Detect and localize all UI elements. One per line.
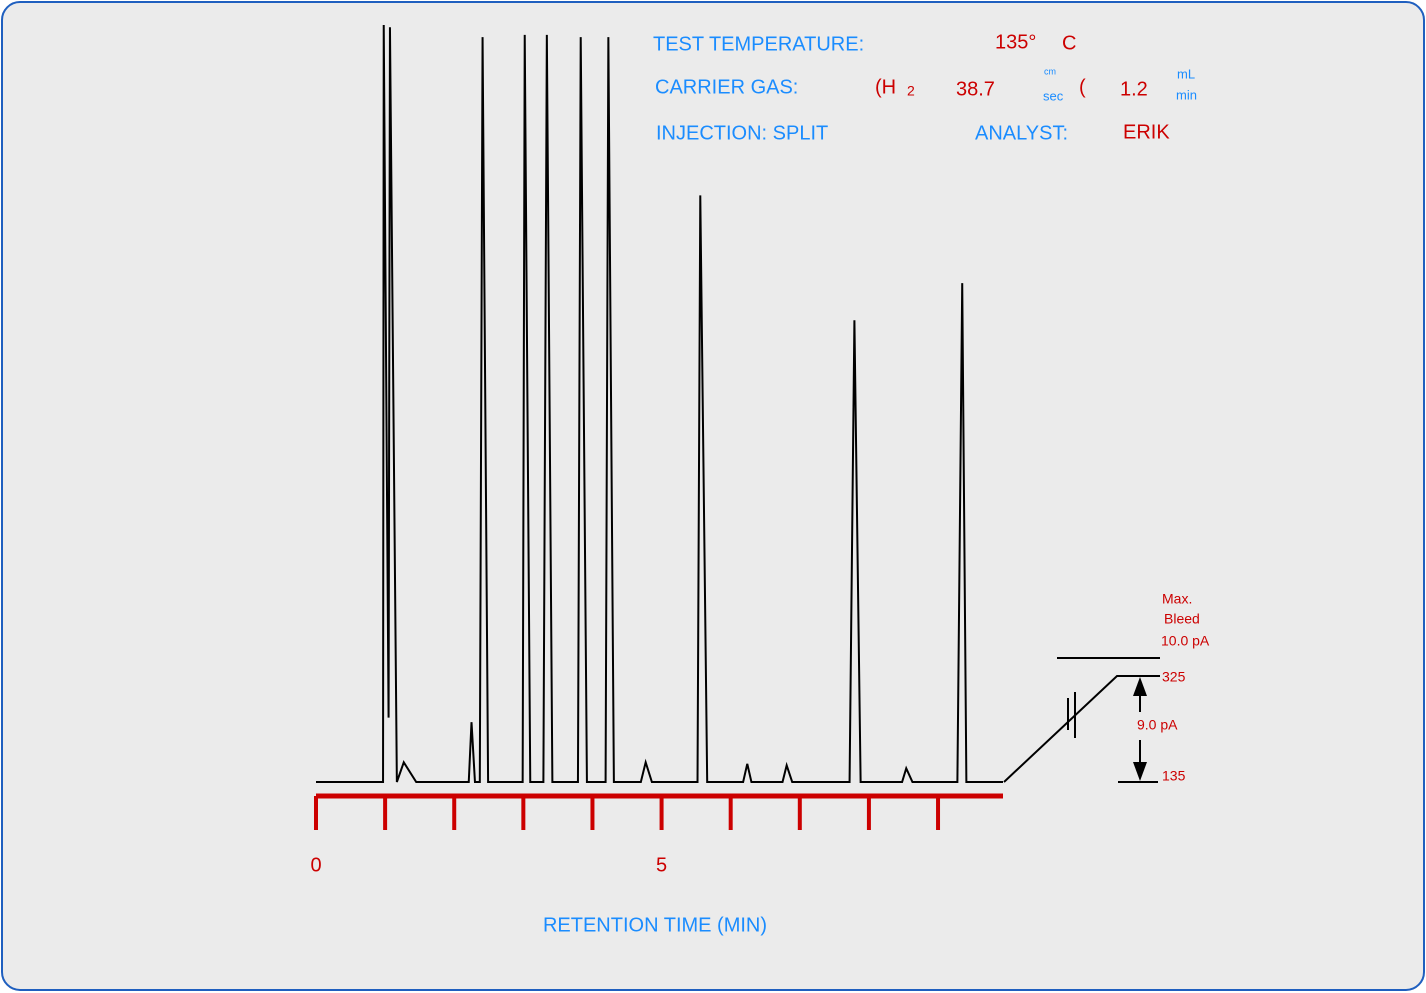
value: 2 [907,83,915,99]
ramp [1003,675,1160,783]
note: Bleed [1164,611,1200,627]
arrow-head [1133,762,1147,781]
x-tick-label: 5 [656,854,667,876]
label: ANALYST: [975,122,1068,144]
value: 1.2 [1120,78,1148,100]
unit: min [1176,87,1197,102]
x-axis-label: RETENTION TIME (MIN) [543,914,767,936]
unit: C [1062,32,1076,54]
arrow-head [1133,677,1147,696]
header: TEST TEMPERATURE: 135° C CARRIER GAS: (H… [653,31,1197,144]
unit: mL [1177,66,1195,81]
value: 38.7 [956,78,995,100]
value: (H [875,76,896,98]
note: 135 [1162,768,1186,784]
label: CARRIER GAS: [655,76,798,98]
note: 9.0 pA [1137,717,1178,733]
label: INJECTION: SPLIT [656,122,828,144]
value: 135° [995,31,1036,53]
unit: cm [1044,66,1056,76]
note: 325 [1162,669,1186,685]
bleed-annotation: Max. Bleed 10.0 pA 9.0 pA 325 135 [1003,591,1210,784]
note: 10.0 pA [1161,633,1210,649]
trace [316,24,1003,783]
value: ( [1079,76,1086,98]
label: TEST TEMPERATURE: [653,33,864,55]
note: Max. [1162,591,1192,607]
value: ERIK [1123,121,1170,143]
unit: sec [1043,88,1064,103]
x-tick-label: 0 [310,854,321,876]
